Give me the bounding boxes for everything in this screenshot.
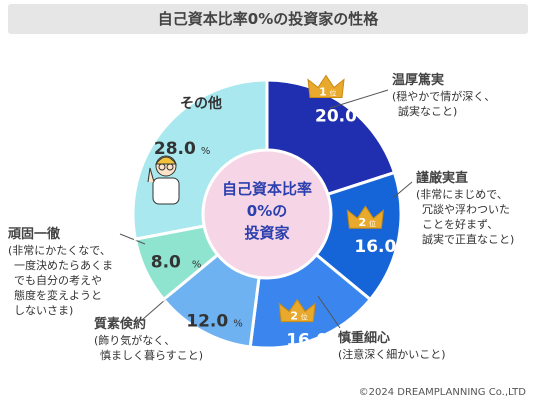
label-ganko-desc-2: でも自分の考えや [14, 274, 102, 287]
label-ganko-desc-0: (非常にかたくなで、 [8, 244, 111, 257]
label-shisso-desc-1: 慎ましく暮らすこと) [100, 349, 204, 362]
leader-line-2 [317, 295, 341, 329]
value-unit-4: % [192, 260, 202, 271]
copyright-credit: ©2024 DREAMPLANNING Co.,LTD [358, 387, 526, 398]
label-onkou: 温厚篤実 (穏やかで情が深く、 誠実なこと) [392, 72, 495, 119]
label-kingen-desc-2: ことを好まず、 [422, 218, 499, 231]
rank-number-1: 2 [359, 216, 367, 229]
crown-icon-1 [346, 205, 385, 229]
value-unit-3: % [233, 319, 243, 330]
value-label-2: 16.0 [286, 331, 328, 351]
leader-line-4 [119, 233, 146, 245]
rank-suffix-0: 位 [330, 89, 337, 98]
center-label-line-0: 自己資本比率 [222, 180, 312, 198]
rank-suffix-1: 位 [369, 219, 376, 228]
slice-name-other: その他 [180, 95, 222, 112]
label-ganko-name: 頑固一徹 [8, 227, 61, 242]
value-label-3: 12.0 [186, 312, 228, 332]
value-unit-5: % [201, 146, 211, 157]
label-kingen: 謹厳実直 (非常にまじめで、 冗談や浮わついた ことを好まず、 誠実で正直なこと… [416, 170, 514, 247]
label-onkou-desc-0: (穏やかで情が深く、 [392, 90, 496, 103]
label-kingen-desc-0: (非常にまじめで、 [416, 188, 508, 201]
label-shisso-name: 質素倹約 [94, 317, 147, 332]
rank-suffix-2: 位 [301, 313, 308, 322]
crown-icon-0 [307, 74, 345, 99]
person-hand-icon [147, 167, 155, 183]
label-shisso: 質素倹約 (飾り気がなく、 慎ましく暮らすこと) [94, 316, 203, 363]
rank-number-2: 2 [290, 310, 298, 323]
value-label-1: 16.0 [354, 237, 396, 257]
person-hair-icon [155, 156, 177, 165]
label-ganko-desc-4: しないさま) [14, 304, 74, 317]
label-kingen-desc-1: 冗談や浮わついた [422, 203, 510, 216]
chart-title: 自己資本比率0%の投資家の性格 [8, 4, 528, 34]
value-label-0: 20.0 [315, 107, 357, 127]
value-label-4: 8.0 [151, 253, 181, 273]
person-glasses-right-icon [166, 163, 174, 171]
value-label-5: 28.0 [154, 139, 196, 159]
rank-number-0: 1 [319, 86, 327, 99]
label-ganko-desc-1: 一度決めたらあくま [14, 259, 113, 272]
crown-icon-2 [278, 298, 316, 323]
leader-line-0 [329, 89, 389, 109]
leader-line-1 [392, 181, 413, 199]
center-label-line-1: 0%の [247, 202, 287, 220]
label-ganko-desc-3: 態度を変えようと [14, 289, 102, 302]
label-shincho-name: 慎重細心 [338, 331, 391, 346]
label-shisso-desc-0: (飾り気がなく、 [94, 334, 176, 347]
value-unit-1: % [401, 244, 411, 255]
label-shincho: 慎重細心 (注意深く細かいこと) [338, 330, 446, 362]
center-circle [201, 148, 333, 280]
person-glasses-left-icon [158, 163, 166, 171]
label-onkou-desc-1: 誠実なこと) [398, 105, 458, 118]
value-unit-0: % [362, 114, 372, 125]
label-kingen-name: 謹厳実直 [416, 171, 469, 186]
center-label-line-2: 投資家 [244, 224, 289, 242]
label-ganko: 頑固一徹 (非常にかたくなで、 一度決めたらあくま でも自分の考えや 態度を変え… [8, 226, 113, 318]
label-onkou-name: 温厚篤実 [392, 73, 445, 88]
label-shincho-desc-0: (注意深く細かいこと) [338, 348, 446, 361]
person-body-icon [152, 177, 180, 205]
value-unit-2: % [333, 338, 343, 349]
label-kingen-desc-3: 誠実で正直なこと) [422, 233, 515, 246]
